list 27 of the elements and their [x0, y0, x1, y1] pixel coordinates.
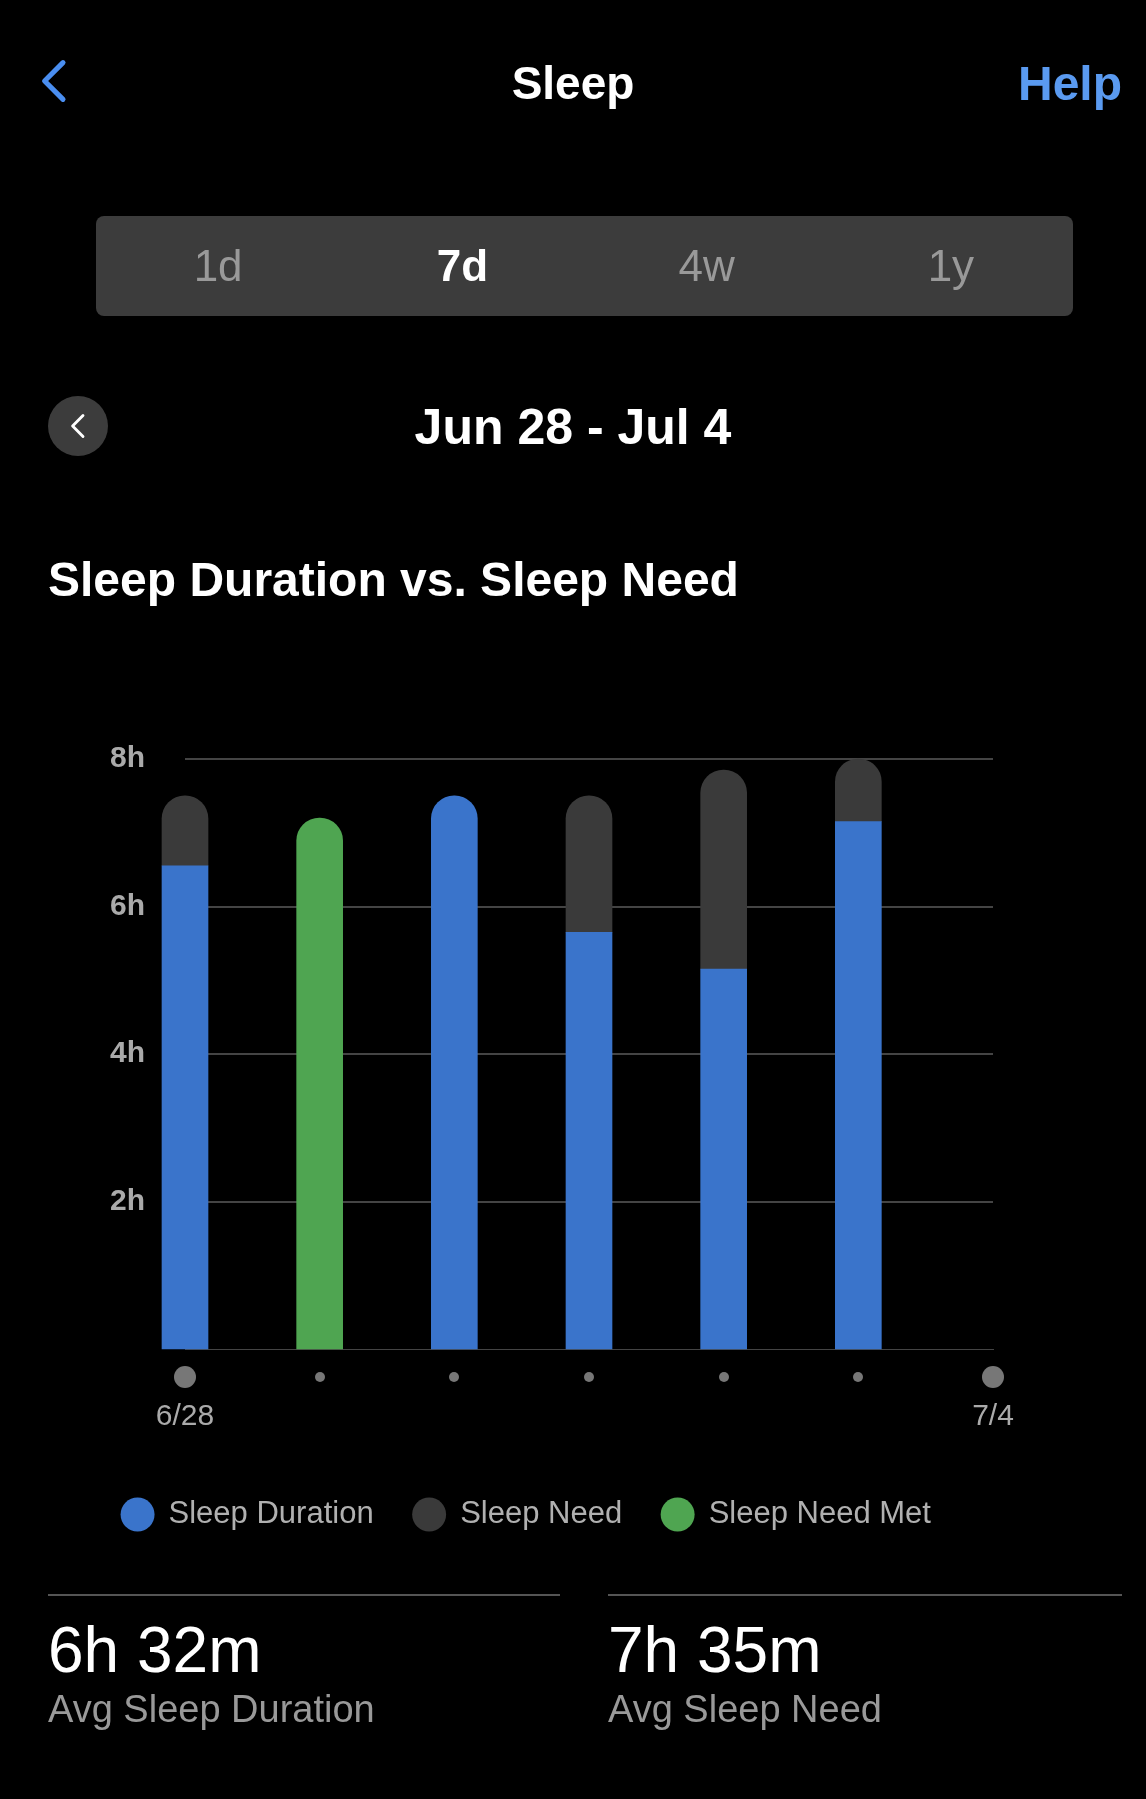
legend-label: Sleep Duration: [168, 1495, 374, 1531]
legend-label: Sleep Need Met: [708, 1495, 932, 1531]
x-tick-label: 6/28: [155, 1398, 215, 1432]
text: 4w: [677, 240, 736, 292]
bar: [296, 817, 343, 1350]
legend-label: Sleep Need: [460, 1495, 623, 1531]
bar: [700, 968, 747, 1350]
bar: [565, 931, 613, 1350]
y-tick-label: 2h: [109, 1182, 145, 1216]
chart-subtitle: Jun 28 - Jul 4: [413, 398, 733, 456]
y-tick-label: 8h: [109, 740, 145, 774]
text: 7h 35m: [608, 1614, 823, 1686]
text: Help: [1017, 56, 1122, 111]
y-tick-label: 4h: [109, 1035, 145, 1069]
bar: [161, 865, 209, 1350]
text: 1y: [926, 240, 976, 292]
x-tick-label: 7/4: [972, 1398, 1014, 1432]
text: 1d: [192, 240, 244, 292]
text: 7d: [435, 240, 490, 292]
bar: [431, 795, 478, 1350]
text: Avg Sleep Duration: [48, 1687, 376, 1732]
y-tick-label: 6h: [109, 887, 145, 921]
bar: [835, 821, 882, 1350]
text: Sleep: [511, 57, 635, 109]
text: Avg Sleep Need: [608, 1687, 883, 1732]
chart-title: Sleep Duration vs. Sleep Need: [48, 552, 739, 607]
text: 6h 32m: [48, 1614, 263, 1686]
